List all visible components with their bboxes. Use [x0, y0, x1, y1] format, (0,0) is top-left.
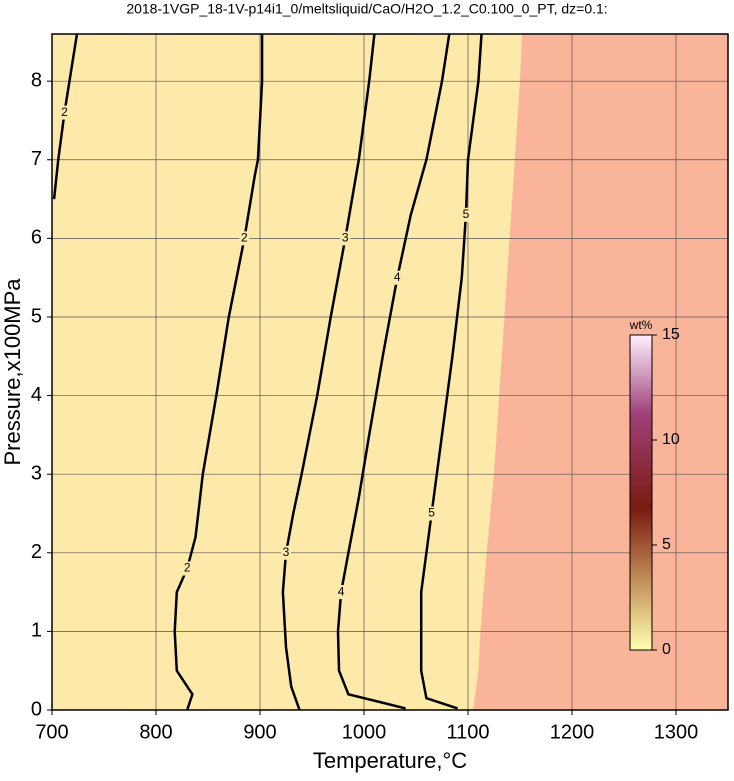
y-tick-label: 2	[31, 541, 42, 563]
colorbar-tick-label: 10	[662, 431, 680, 448]
contour-line	[173, 34, 264, 711]
colorbar	[629, 334, 653, 651]
x-axis-label: Temperature,°C	[313, 748, 467, 773]
contour-label: 5	[463, 207, 470, 221]
y-tick-label: 4	[31, 384, 42, 406]
x-tick-label: 900	[243, 721, 276, 743]
contour-label: 2	[241, 231, 248, 245]
y-tick-label: 0	[31, 698, 42, 720]
contour-label-bg	[340, 231, 351, 246]
contour-label-bg	[392, 270, 403, 285]
region	[473, 34, 728, 710]
contour-line	[419, 33, 483, 710]
y-tick-label: 7	[31, 148, 42, 170]
x-tick-label: 1200	[550, 721, 595, 743]
y-axis-label: Pressure,x100MPa	[0, 278, 25, 466]
colorbar-tick-label: 15	[662, 326, 680, 343]
y-tick-label: 1	[31, 620, 42, 642]
x-tick-label: 1000	[342, 721, 387, 743]
x-tick-label: 800	[139, 721, 172, 743]
contour-label-bg	[281, 545, 291, 560]
contour-line	[281, 33, 376, 711]
contour-label-bg	[59, 105, 70, 120]
x-tick-label: 1300	[654, 721, 699, 743]
contour-label-bg	[426, 506, 437, 521]
contour-line	[336, 33, 451, 710]
plot-frame	[51, 33, 729, 711]
colorbar-tick-label: 5	[662, 536, 671, 553]
x-tick-label: 700	[35, 721, 68, 743]
contour-label: 4	[338, 584, 345, 598]
y-tick-label: 3	[31, 462, 42, 484]
colorbar-tick-label: 0	[662, 641, 671, 658]
y-tick-label: 8	[31, 69, 42, 91]
contour-label-bg	[460, 207, 471, 222]
contour-label: 2	[61, 105, 68, 119]
y-tick-label: 5	[31, 305, 42, 327]
chart-title: 2018-1VGP_18-1V-p14i1_0/meltsliquid/CaO/…	[126, 1, 607, 17]
contour-label-bg	[239, 231, 250, 246]
contour-label: 3	[342, 231, 349, 245]
contour-label: 2	[184, 561, 191, 575]
contour-label-bg	[182, 561, 193, 576]
contour-label-bg	[336, 585, 347, 600]
contour-label: 4	[394, 270, 401, 284]
plot-area: 2 2 3 3 4 4 5 5 2	[51, 33, 728, 711]
contour-label: 5	[428, 506, 435, 520]
x-tick-label: 1100	[446, 721, 489, 743]
y-tick-label: 6	[31, 227, 42, 249]
colorbar-label: wt%	[629, 318, 653, 332]
contour-label: 3	[283, 545, 290, 559]
